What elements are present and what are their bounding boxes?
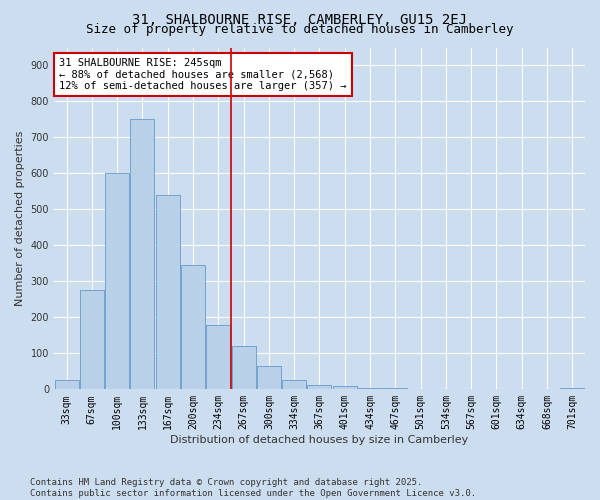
Bar bbox=[358, 388, 382, 390]
Bar bbox=[560, 388, 584, 390]
Bar bbox=[105, 174, 129, 390]
Bar bbox=[383, 388, 407, 390]
Bar bbox=[307, 385, 331, 390]
Bar bbox=[130, 120, 154, 390]
Bar bbox=[80, 290, 104, 390]
Bar bbox=[156, 195, 180, 390]
Text: 31 SHALBOURNE RISE: 245sqm
← 88% of detached houses are smaller (2,568)
12% of s: 31 SHALBOURNE RISE: 245sqm ← 88% of deta… bbox=[59, 58, 347, 91]
Bar bbox=[232, 346, 256, 390]
Bar bbox=[257, 366, 281, 390]
Text: Contains HM Land Registry data © Crown copyright and database right 2025.
Contai: Contains HM Land Registry data © Crown c… bbox=[30, 478, 476, 498]
X-axis label: Distribution of detached houses by size in Camberley: Distribution of detached houses by size … bbox=[170, 435, 469, 445]
Y-axis label: Number of detached properties: Number of detached properties bbox=[15, 130, 25, 306]
Text: Size of property relative to detached houses in Camberley: Size of property relative to detached ho… bbox=[86, 22, 514, 36]
Bar bbox=[333, 386, 357, 390]
Bar bbox=[181, 265, 205, 390]
Bar bbox=[55, 380, 79, 390]
Text: 31, SHALBOURNE RISE, CAMBERLEY, GU15 2EJ: 31, SHALBOURNE RISE, CAMBERLEY, GU15 2EJ bbox=[133, 12, 467, 26]
Bar bbox=[282, 380, 306, 390]
Bar bbox=[206, 324, 230, 390]
